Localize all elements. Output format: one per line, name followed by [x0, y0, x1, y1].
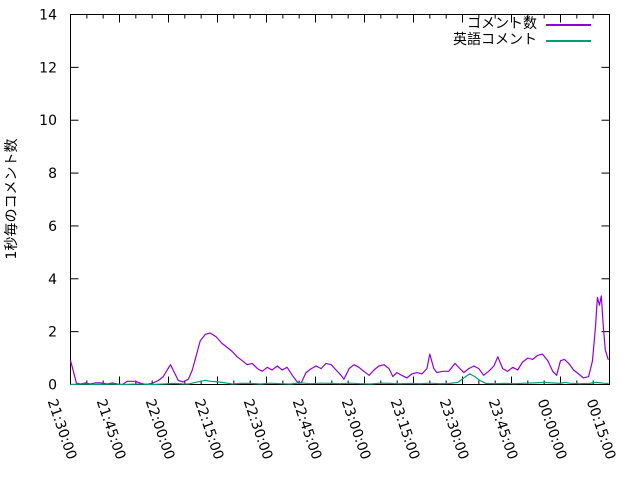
x-tick-label: 23:30:00: [436, 397, 472, 462]
x-tick-label: 21:45:00: [93, 397, 129, 462]
x-tick-label: 22:00:00: [142, 397, 178, 462]
legend-line-sample-comments: [546, 23, 591, 26]
x-tick-label: 22:30:00: [240, 397, 276, 462]
series-line-1: [69, 373, 609, 386]
series-line-0: [69, 295, 609, 386]
y-tick-label: 2: [48, 325, 57, 341]
x-tick-label: 22:45:00: [289, 397, 325, 462]
y-tick-label: 14: [39, 8, 57, 24]
legend-line-sample-english-comments: [546, 39, 591, 42]
x-tick-label: 00:15:00: [583, 397, 619, 462]
x-tick-label: 23:45:00: [485, 397, 521, 462]
legend-label-english-comments: 英語コメント: [453, 32, 537, 48]
legend-item-comments: コメント数: [467, 17, 591, 32]
y-tick-label: 4: [48, 272, 57, 288]
y-tick-label: 12: [39, 60, 57, 76]
y-tick-label: 10: [39, 113, 57, 129]
x-tick-label: 23:15:00: [387, 397, 423, 462]
legend-label-comments: コメント数: [467, 16, 537, 32]
y-axis-title: 1秒毎のコメント数: [4, 139, 20, 260]
x-tick-label: 00:00:00: [534, 397, 570, 462]
x-tick-label: 21:30:00: [44, 397, 80, 462]
y-tick-label: 0: [48, 378, 57, 394]
x-tick-label: 22:15:00: [191, 397, 227, 462]
plot-border: [70, 14, 610, 385]
y-tick-label: 8: [48, 166, 57, 182]
x-tick-label: 23:00:00: [338, 397, 374, 462]
y-tick-label: 6: [48, 219, 57, 235]
legend: コメント数 英語コメント: [453, 17, 591, 48]
legend-item-english-comments: 英語コメント: [453, 33, 591, 48]
